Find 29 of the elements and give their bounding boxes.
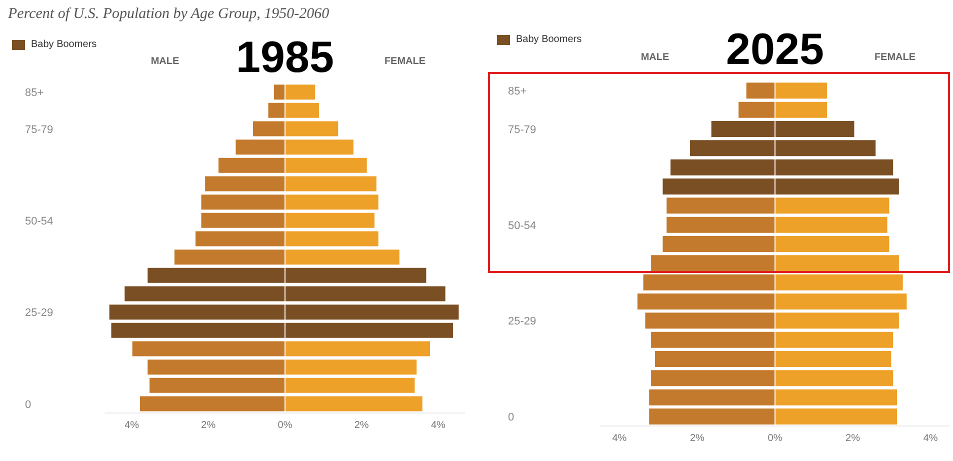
text: MALE (150, 56, 180, 67)
y-tick-label: 50-54 (25, 216, 54, 228)
x-tick-label: 4% (430, 420, 446, 432)
x-tick-label: 0% (278, 420, 292, 432)
y-tick-label: 75-79 (508, 124, 536, 136)
text: FEMALE (383, 56, 427, 67)
y-tick-label: 25-29 (508, 316, 536, 328)
y-tick-label: 0 (25, 398, 32, 411)
chart-title: Percent of U.S. Population by Age Group, 1950-2060 (8, 6, 330, 23)
y-tick-label: 25-29 (25, 307, 54, 320)
y-tick-label: 50-54 (508, 220, 536, 232)
y-tick-label: 85+ (508, 86, 527, 98)
chart-subtitle: 1985 (235, 33, 335, 82)
x-tick-label: 4% (124, 420, 140, 432)
x-tick-label: 2% (846, 433, 860, 444)
y-tick-label: 85+ (25, 87, 44, 100)
x-tick-label: 4% (612, 433, 627, 444)
legend-label: Baby Boomers (516, 34, 582, 45)
x-tick-label: 4% (923, 433, 938, 444)
chart-subtitle: 2025 (725, 25, 825, 74)
y-tick-label: 0 (508, 411, 514, 424)
y-tick-label: 75-79 (25, 124, 54, 136)
text: MALE (640, 52, 670, 63)
x-tick-label: 2% (354, 420, 369, 432)
x-tick-label: 2% (201, 420, 216, 432)
x-tick-label: 0% (768, 433, 782, 444)
text: FEMALE (873, 52, 917, 63)
legend-label: Baby Boomers (31, 39, 97, 50)
x-tick-label: 2% (690, 433, 705, 444)
